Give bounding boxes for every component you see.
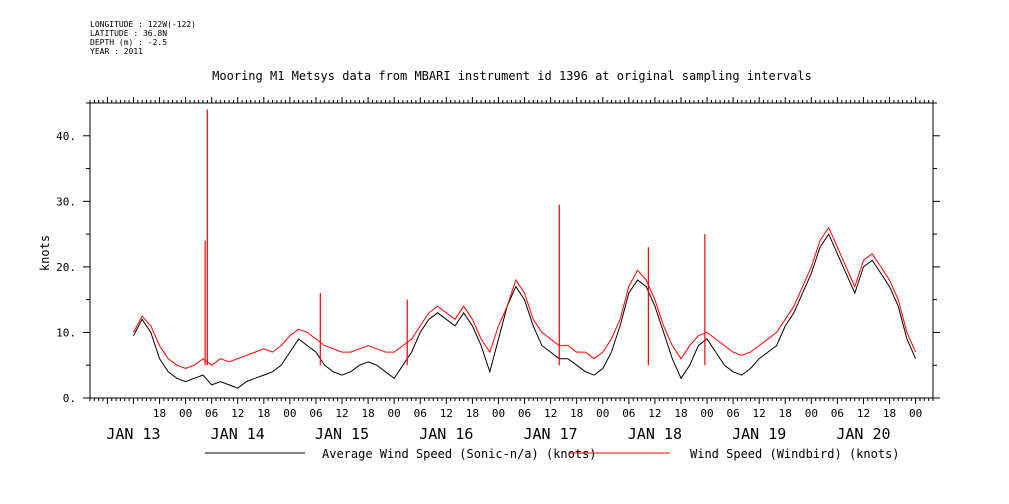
series-line-0: [133, 233, 917, 389]
legend-label-windbird: Wind Speed (Windbird) (knots): [690, 447, 900, 461]
x-tick-label: 18: [257, 407, 270, 420]
day-label: JAN 15: [315, 425, 369, 443]
longitude-text: LONGITUDE : 122W(-122): [90, 20, 196, 29]
x-tick-label: 18: [466, 407, 479, 420]
day-label: JAN 16: [419, 425, 473, 443]
x-tick-label: 00: [283, 407, 296, 420]
y-tick-label: 10.: [56, 326, 76, 339]
legend-label-average: Average Wind Speed (Sonic-n/a) (knots): [322, 447, 597, 461]
x-tick-label: 06: [726, 407, 739, 420]
x-tick-label: 06: [414, 407, 427, 420]
x-tick-label: 18: [361, 407, 374, 420]
x-tick-labels: 18 00 06 12 18 00 06 12 18 00 06 12 18 00 06 12 18 00 06 12…: [153, 407, 922, 420]
metadata-block: LONGITUDE : 122W(-122) LATITUDE : 36.8N …: [90, 20, 196, 56]
y-axis-label: knots: [38, 235, 52, 271]
x-tick-label: 00: [700, 407, 713, 420]
day-label: JAN 13: [106, 425, 160, 443]
day-label: JAN 19: [732, 425, 786, 443]
x-tick-label: 18: [674, 407, 687, 420]
x-tick-label: 12: [648, 407, 661, 420]
x-tick-label: 12: [753, 407, 766, 420]
latitude-text: LATITUDE : 36.8N: [90, 29, 168, 38]
x-tick-label: 00: [596, 407, 609, 420]
x-tick-label: 00: [179, 407, 192, 420]
series-line-1: [133, 226, 917, 370]
day-label: JAN 20: [836, 425, 890, 443]
x-tick-label: 00: [492, 407, 505, 420]
x-tick-label: 00: [388, 407, 401, 420]
plot-frame: [89, 102, 934, 399]
x-tick-label: 06: [622, 407, 635, 420]
x-tick-label: 06: [205, 407, 218, 420]
x-tick-label: 06: [831, 407, 844, 420]
x-tick-label: 00: [909, 407, 922, 420]
day-labels: JAN 13 JAN 14 JAN 15 JAN 16 JAN 17 JAN 18 JAN …: [106, 425, 890, 443]
axis-ticks: [83, 97, 940, 404]
x-tick-label: 12: [544, 407, 557, 420]
y-tick-label: 30.: [56, 195, 76, 208]
x-tick-label: 06: [518, 407, 531, 420]
series-group: [133, 109, 917, 389]
chart-title: Mooring M1 Metsys data from MBARI instru…: [212, 69, 812, 83]
y-tick-labels: 0. 10. 20. 30. 40.: [56, 130, 76, 405]
x-tick-label: 00: [805, 407, 818, 420]
x-tick-label: 18: [153, 407, 166, 420]
y-tick-label: 20.: [56, 261, 76, 274]
depth-text: DEPTH (m) : -2.5: [90, 38, 168, 47]
x-tick-label: 12: [335, 407, 348, 420]
x-tick-label: 18: [883, 407, 896, 420]
y-tick-label: 40.: [56, 130, 76, 143]
x-tick-label: 18: [779, 407, 792, 420]
y-tick-label: 0.: [63, 392, 76, 405]
year-text: YEAR : 2011: [90, 47, 143, 56]
day-label: JAN 14: [211, 425, 265, 443]
x-tick-label: 12: [231, 407, 244, 420]
x-tick-label: 06: [309, 407, 322, 420]
x-tick-label: 18: [570, 407, 583, 420]
x-tick-label: 12: [440, 407, 453, 420]
day-label: JAN 18: [628, 425, 682, 443]
day-label: JAN 17: [524, 425, 578, 443]
x-tick-label: 12: [857, 407, 870, 420]
